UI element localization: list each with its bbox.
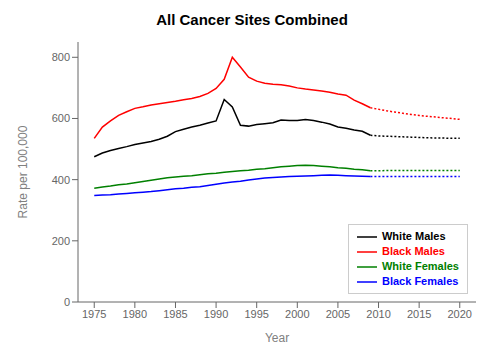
svg-text:Year: Year bbox=[265, 331, 289, 345]
svg-text:Rate per 100,000: Rate per 100,000 bbox=[16, 125, 30, 218]
html-text:White Males: White Males bbox=[382, 230, 446, 242]
svg-text:2005: 2005 bbox=[326, 308, 350, 320]
svg-text:1985: 1985 bbox=[163, 308, 187, 320]
svg-text:1990: 1990 bbox=[204, 308, 228, 320]
svg-text:0: 0 bbox=[64, 296, 70, 308]
svg-text:200: 200 bbox=[52, 235, 70, 247]
html-text:Black Males: Black Males bbox=[382, 245, 445, 257]
svg-text:2000: 2000 bbox=[285, 308, 309, 320]
svg-text:800: 800 bbox=[52, 51, 70, 63]
svg-text:2010: 2010 bbox=[366, 308, 390, 320]
svg-text:1980: 1980 bbox=[123, 308, 147, 320]
html-text:White Females: White Females bbox=[382, 260, 459, 272]
html-text:Black Females: Black Females bbox=[382, 275, 459, 287]
svg-text:2015: 2015 bbox=[407, 308, 431, 320]
html-text:All Cancer Sites Combined: All Cancer Sites Combined bbox=[156, 11, 348, 28]
svg-text:600: 600 bbox=[52, 112, 70, 124]
svg-text:400: 400 bbox=[52, 174, 70, 186]
svg-text:1975: 1975 bbox=[82, 308, 106, 320]
svg-text:1995: 1995 bbox=[244, 308, 268, 320]
svg-text:2020: 2020 bbox=[448, 308, 472, 320]
